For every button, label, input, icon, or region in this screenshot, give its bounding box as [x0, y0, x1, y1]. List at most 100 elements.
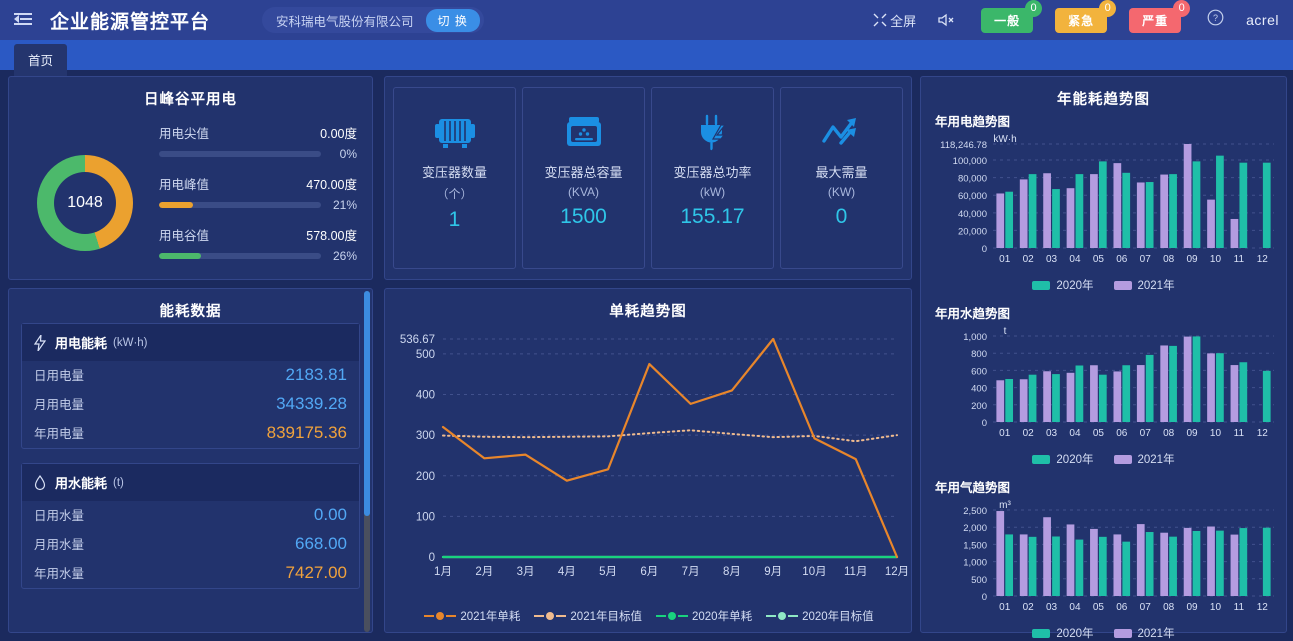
svg-text:400: 400: [971, 384, 987, 395]
svg-text:11: 11: [1234, 602, 1245, 613]
legend-label: 2020年: [1056, 628, 1094, 640]
scrollbar-thumb[interactable]: [364, 291, 370, 516]
svg-text:2月: 2月: [475, 566, 493, 578]
collapse-menu-icon[interactable]: [14, 12, 32, 28]
svg-text:03: 03: [1046, 602, 1058, 613]
yearly-water-bar-chart: 0 200 400 600 800 1,000 t 01 02 03 04 05 06 07 08 09 10 1…: [963, 326, 1274, 439]
chart-legend: 2021年单耗 2021年目标值 2020年单耗 2020年目标值: [385, 608, 913, 624]
kpi-card-transformer-count[interactable]: 变压器数量 （个） 1: [393, 87, 516, 269]
company-selector[interactable]: 安科瑞电气股份有限公司 切 换: [262, 7, 484, 33]
row-percent: 21%: [332, 198, 357, 212]
fullscreen-icon: [873, 13, 887, 27]
speaker-mute-icon: [938, 13, 954, 27]
legend-item-2020[interactable]: 2020年: [1032, 277, 1094, 293]
bolt-icon: [34, 334, 46, 351]
svg-text:09: 09: [1186, 428, 1198, 439]
svg-text:m³: m³: [999, 500, 1011, 511]
svg-text:08: 08: [1163, 428, 1175, 439]
alarm-badge-urgent[interactable]: 紧急 0: [1055, 0, 1117, 33]
svg-text:536.67: 536.67: [400, 334, 435, 346]
legend-label: 2021年目标值: [570, 611, 642, 623]
svg-text:300: 300: [416, 430, 435, 442]
kpi-card-total-power[interactable]: 变压器总功率 (kW) 155.17: [651, 87, 774, 269]
tab-bar: 首页: [0, 40, 1293, 76]
tab-home[interactable]: 首页: [14, 44, 68, 76]
svg-text:t: t: [1004, 326, 1007, 337]
row-value: 0.00: [313, 505, 347, 524]
svg-text:4月: 4月: [558, 566, 576, 578]
panel-title: 单耗趋势图: [609, 304, 687, 320]
svg-text:1,500: 1,500: [963, 540, 987, 551]
legend-electricity: 2020年 2021年: [921, 277, 1286, 293]
legend-label: 2020年: [1056, 454, 1094, 466]
svg-text:7月: 7月: [682, 566, 700, 578]
svg-text:03: 03: [1046, 428, 1058, 439]
alarm-badge-general[interactable]: 一般 0: [981, 0, 1043, 33]
svg-text:0: 0: [982, 244, 987, 255]
scrollbar-track[interactable]: [364, 291, 370, 632]
kpi-unit: (KVA): [567, 185, 600, 199]
alarm-pill-label: 一般: [981, 7, 1034, 33]
legend-item-2021[interactable]: 2021年: [1113, 451, 1175, 467]
panel-daily-peak-valley: 日峰谷平用电 1048 用电尖值 0.00度 0% 用电峰值 470.00度 2…: [8, 76, 373, 280]
company-name: 安科瑞电气股份有限公司: [276, 14, 414, 29]
power-plug-icon: [691, 110, 735, 156]
legend-item[interactable]: 2020年目标值: [766, 608, 874, 624]
peak-row-tip: 用电尖值 0.00度 0%: [159, 123, 357, 161]
svg-text:04: 04: [1069, 428, 1081, 439]
legend-water: 2020年 2021年: [921, 451, 1286, 467]
row-label: 日用电量: [34, 369, 85, 383]
svg-text:100,000: 100,000: [953, 156, 987, 167]
legend-item[interactable]: 2020年单耗: [656, 608, 752, 624]
legend-item[interactable]: 2021年单耗: [424, 608, 520, 624]
app-header: 企业能源管控平台 安科瑞电气股份有限公司 切 换 全屏 一般 0 紧急 0 严重: [0, 0, 1293, 40]
table-row: 日用水量 0.00: [22, 501, 359, 530]
legend-item-2020[interactable]: 2020年: [1032, 625, 1094, 641]
alarm-badge-severe[interactable]: 严重 0: [1129, 0, 1191, 33]
progress-track: [159, 202, 321, 208]
mute-button[interactable]: [938, 13, 959, 27]
kpi-unit: (KW): [827, 185, 856, 199]
svg-text:12: 12: [1257, 602, 1269, 613]
legend-label: 2020年单耗: [692, 611, 753, 623]
legend-item-2021[interactable]: 2021年: [1113, 625, 1175, 641]
username-label[interactable]: acrel: [1246, 12, 1279, 28]
subchart-title-gas: 年用气趋势图: [935, 481, 1011, 495]
svg-text:02: 02: [1023, 602, 1035, 613]
svg-text:05: 05: [1093, 428, 1105, 439]
subchart-title-electricity: 年用电趋势图: [935, 115, 1011, 129]
legend-item-2021[interactable]: 2021年: [1113, 277, 1175, 293]
row-label: 用电峰值: [159, 178, 210, 192]
svg-text:01: 01: [999, 254, 1011, 265]
svg-text:03: 03: [1046, 254, 1058, 265]
kpi-value: 155.17: [680, 205, 745, 228]
row-value: 668.00: [295, 534, 347, 553]
fullscreen-label: 全屏: [890, 13, 917, 29]
svg-text:500: 500: [971, 575, 987, 586]
energy-group-water: 用水能耗 (t) 日用水量 0.00 月用水量 668.00 年用水量 7427…: [21, 463, 360, 589]
panel-transformer-kpis: 变压器数量 （个） 1 变压器总容量 (KVA) 1500: [384, 76, 912, 280]
legend-item-2020[interactable]: 2020年: [1032, 451, 1094, 467]
kpi-card-max-demand[interactable]: 最大需量 (KW) 0: [780, 87, 903, 269]
svg-text:9月: 9月: [764, 566, 782, 578]
row-label: 月用水量: [34, 538, 85, 552]
svg-text:01: 01: [999, 428, 1011, 439]
legend-item[interactable]: 2021年目标值: [534, 608, 642, 624]
switch-company-button[interactable]: 切 换: [425, 8, 480, 32]
energy-group-electricity: 用电能耗 (kW·h) 日用电量 2183.81 月用电量 34339.28 年…: [21, 323, 360, 449]
svg-text:10月: 10月: [802, 566, 826, 578]
legend-label: 2020年目标值: [802, 611, 874, 623]
svg-text:3月: 3月: [517, 566, 535, 578]
legend-label: 2021年: [1137, 280, 1175, 292]
svg-text:80,000: 80,000: [958, 174, 987, 185]
fullscreen-button[interactable]: 全屏: [873, 11, 916, 30]
subchart-title-water: 年用水趋势图: [935, 307, 1011, 321]
help-icon[interactable]: ?: [1207, 9, 1224, 31]
svg-text:12月: 12月: [885, 566, 909, 578]
kpi-card-total-capacity[interactable]: 变压器总容量 (KVA) 1500: [522, 87, 645, 269]
kpi-value: 1: [448, 208, 461, 231]
legend-label: 2021年: [1137, 628, 1175, 640]
group-unit: (kW·h): [113, 336, 148, 349]
unit-consumption-line-chart: 0 100 200 300 400 500 536.67 1月 2月 3月 4月 5月 6月 7月 8月 9月…: [400, 334, 909, 578]
alarm-count-severe: 0: [1173, 0, 1191, 17]
